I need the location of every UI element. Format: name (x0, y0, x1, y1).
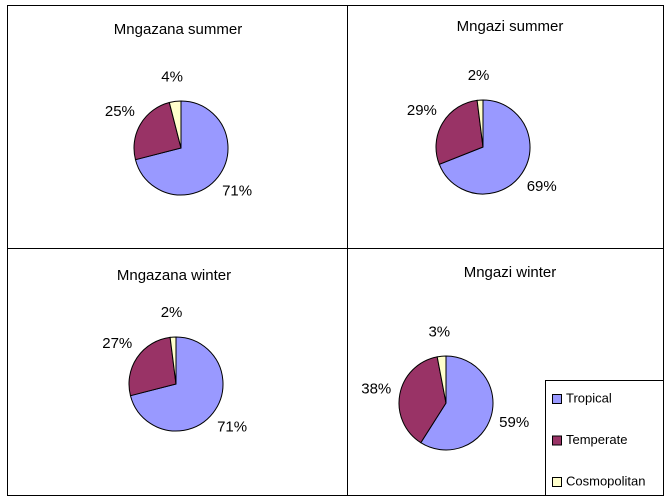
legend-swatch (552, 394, 562, 404)
data-label: 29% (407, 102, 437, 119)
legend-label: Tropical (566, 390, 612, 405)
legend-label: Temperate (566, 432, 627, 447)
data-label: 4% (161, 69, 183, 86)
pie-slice (129, 336, 224, 432)
data-label: 38% (361, 381, 391, 398)
pie-slice (476, 99, 484, 148)
data-label: 2% (161, 304, 183, 321)
chart-title: Mngazi summer (457, 18, 564, 35)
data-label: 3% (428, 323, 450, 340)
pie-slice (438, 99, 531, 195)
pie-slice (169, 336, 177, 385)
pie-slice (168, 100, 182, 149)
data-label: 71% (217, 418, 247, 435)
data-label: 71% (222, 182, 252, 199)
pie-slice (134, 100, 229, 196)
outer-border (7, 5, 664, 496)
pie-slice (436, 355, 447, 404)
data-label: 25% (105, 103, 135, 120)
legend-swatch (552, 435, 562, 446)
data-label: 27% (102, 335, 132, 352)
chart-title: Mngazana summer (114, 21, 242, 38)
legend-box (545, 380, 664, 496)
data-label: 2% (468, 67, 490, 84)
pie-slice (435, 99, 484, 165)
data-label: 59% (499, 414, 529, 431)
legend-label: Cosmopolitan (566, 473, 646, 488)
legend-swatch (552, 477, 562, 487)
chart-title: Mngazi winter (464, 264, 557, 281)
pie-slice (420, 355, 494, 451)
pie-slice (133, 101, 182, 161)
pie-slice (128, 336, 177, 397)
data-label: 69% (527, 178, 557, 195)
chart-title: Mngazana winter (117, 267, 231, 284)
pie-slice (398, 356, 447, 444)
